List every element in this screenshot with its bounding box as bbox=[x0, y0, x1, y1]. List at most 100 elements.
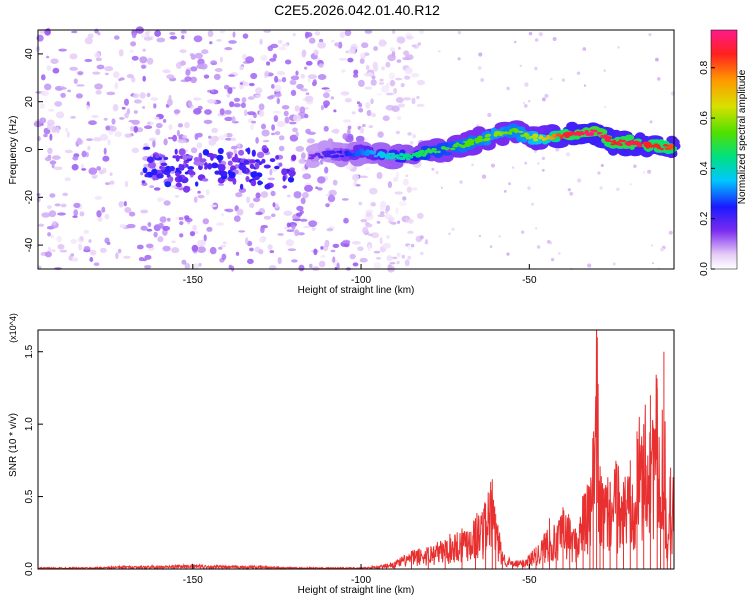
noise-blob bbox=[159, 216, 167, 223]
noise-blob bbox=[229, 101, 235, 108]
noise-blob bbox=[235, 192, 243, 198]
cluster-blob bbox=[182, 185, 191, 193]
noise-blob bbox=[145, 243, 154, 249]
noise-blob bbox=[260, 226, 265, 234]
noise-blob bbox=[128, 120, 135, 123]
ridge-mark bbox=[591, 129, 595, 132]
noise-blob bbox=[332, 256, 336, 263]
noise-blob bbox=[285, 239, 294, 247]
ridge-mark bbox=[411, 152, 418, 157]
noise-blob bbox=[387, 181, 392, 189]
noise-blob bbox=[396, 36, 406, 44]
cluster-blob bbox=[156, 173, 164, 179]
noise-blob bbox=[117, 248, 122, 254]
noise-blob bbox=[123, 200, 127, 207]
noise-blob bbox=[224, 208, 229, 212]
noise-blob bbox=[209, 246, 217, 255]
ridge-mark bbox=[525, 137, 532, 140]
noise-dot bbox=[603, 69, 606, 72]
noise-blob bbox=[353, 69, 359, 75]
noise-blob bbox=[238, 187, 247, 193]
noise-blob bbox=[245, 56, 255, 64]
noise-blob bbox=[286, 194, 291, 198]
noise-blob bbox=[255, 94, 261, 98]
noise-blob bbox=[220, 213, 225, 217]
ridge-mark bbox=[331, 155, 336, 159]
ridge-mark bbox=[406, 157, 411, 161]
noise-blob bbox=[360, 219, 368, 223]
cluster-blob bbox=[202, 149, 210, 156]
noise-blob bbox=[83, 246, 91, 251]
noise-blob bbox=[196, 142, 203, 149]
noise-blob bbox=[360, 52, 365, 58]
cluster-blob bbox=[263, 148, 267, 154]
noise-blob bbox=[314, 31, 321, 36]
noise-dot bbox=[416, 95, 420, 100]
noise-blob bbox=[381, 66, 385, 71]
noise-blob bbox=[317, 176, 326, 184]
noise-blob bbox=[371, 112, 376, 118]
noise-blob bbox=[397, 103, 406, 108]
cluster-blob bbox=[238, 164, 247, 171]
cluster-blob bbox=[142, 167, 148, 174]
noise-blob bbox=[373, 250, 381, 254]
noise-blob bbox=[52, 220, 57, 226]
noise-blob bbox=[404, 67, 413, 75]
noise-blob bbox=[199, 63, 208, 70]
noise-blob bbox=[184, 121, 190, 129]
noise-blob bbox=[44, 156, 52, 162]
noise-blob bbox=[71, 30, 78, 34]
cluster-blob bbox=[141, 180, 146, 184]
noise-blob bbox=[247, 96, 255, 100]
noise-blob bbox=[85, 152, 89, 158]
noise-dot bbox=[419, 235, 424, 240]
noise-blob bbox=[213, 73, 221, 80]
noise-dot bbox=[459, 180, 463, 184]
noise-dot bbox=[410, 243, 415, 248]
ridge-mark bbox=[621, 139, 626, 143]
noise-dot bbox=[604, 106, 607, 109]
colorbar-gradient bbox=[710, 29, 738, 270]
noise-dot bbox=[534, 150, 537, 153]
noise-blob bbox=[219, 56, 223, 63]
noise-blob bbox=[58, 48, 67, 52]
noise-blob bbox=[293, 191, 302, 199]
noise-blob bbox=[396, 116, 402, 121]
noise-blob bbox=[259, 38, 263, 45]
noise-blob bbox=[156, 197, 165, 202]
noise-dot bbox=[668, 230, 673, 235]
noise-blob bbox=[289, 79, 297, 85]
noise-blob bbox=[181, 35, 185, 40]
noise-blob bbox=[292, 127, 298, 133]
ridge-mark bbox=[523, 133, 530, 137]
noise-blob bbox=[370, 79, 377, 86]
cluster-blob bbox=[147, 162, 156, 169]
noise-blob bbox=[341, 198, 349, 201]
noise-dot bbox=[599, 186, 603, 190]
noise-blob bbox=[131, 76, 136, 83]
noise-dot bbox=[655, 57, 659, 62]
noise-blob bbox=[163, 200, 171, 206]
noise-blob bbox=[302, 191, 309, 199]
noise-blob bbox=[72, 156, 79, 161]
noise-blob bbox=[350, 43, 358, 51]
noise-blob bbox=[144, 254, 152, 260]
noise-blob bbox=[336, 262, 340, 270]
noise-blob bbox=[304, 95, 314, 103]
noise-dot bbox=[597, 171, 601, 175]
noise-blob bbox=[144, 265, 152, 269]
ridge-mark bbox=[364, 145, 371, 151]
ridge-mark bbox=[384, 156, 391, 160]
noise-blob bbox=[247, 258, 254, 264]
noise-dot bbox=[617, 46, 620, 49]
noise-blob bbox=[269, 58, 277, 62]
noise-blob bbox=[211, 127, 219, 133]
noise-blob bbox=[114, 131, 122, 138]
noise-blob bbox=[278, 135, 285, 141]
noise-blob bbox=[320, 105, 324, 111]
noise-dot bbox=[451, 227, 455, 231]
noise-blob bbox=[184, 215, 190, 220]
noise-blob bbox=[286, 229, 295, 232]
noise-blob bbox=[380, 41, 388, 45]
ridge-mark bbox=[335, 150, 342, 153]
